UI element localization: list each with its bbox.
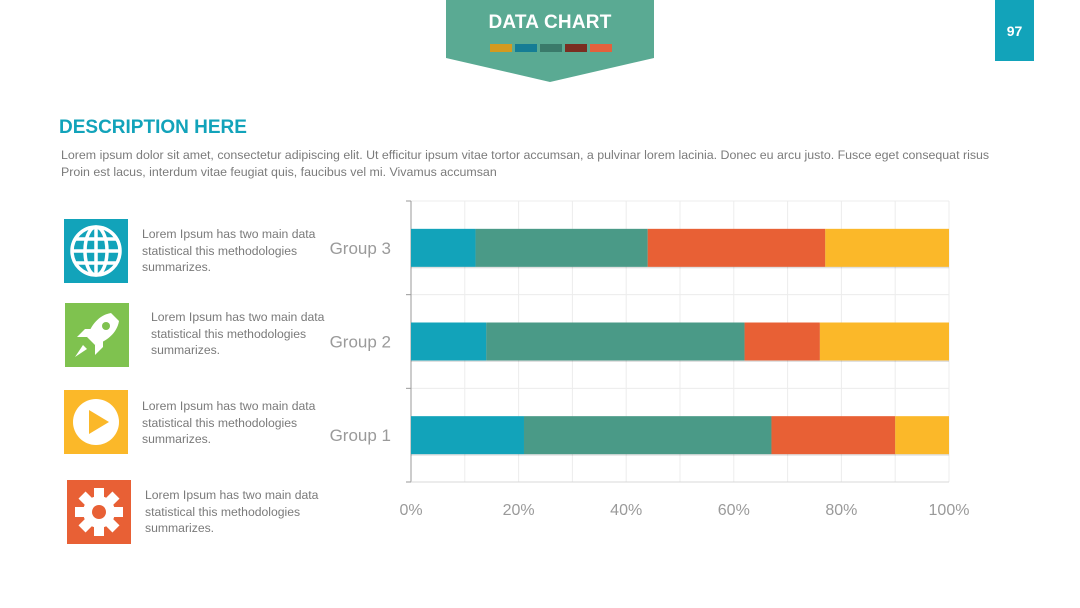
x-tick-label: 0% — [399, 502, 422, 519]
swatch-1 — [490, 44, 512, 52]
color-swatches — [490, 44, 612, 52]
bar-segment-1 — [411, 416, 524, 455]
play-icon — [73, 399, 119, 445]
page-title: DATA CHART — [488, 12, 612, 33]
feature-text-3: Lorem Ipsum has two main data statistica… — [142, 399, 316, 446]
swatch-3 — [540, 44, 562, 52]
bar-segment-1 — [411, 228, 476, 267]
category-label: Group 2 — [330, 333, 391, 352]
banner-shape — [446, 0, 654, 82]
feature-text-1: Lorem Ipsum has two main data statistica… — [142, 227, 316, 274]
swatch-4 — [565, 44, 587, 52]
feature-text-4: Lorem Ipsum has two main data statistica… — [145, 488, 319, 535]
category-label: Group 3 — [330, 239, 391, 258]
swatch-5 — [590, 44, 612, 52]
swatch-2 — [515, 44, 537, 52]
description-title: DESCRIPTION HERE — [59, 117, 247, 138]
bar-segment-3 — [744, 322, 820, 361]
feature-play — [64, 390, 128, 454]
x-tick-label: 80% — [825, 502, 857, 519]
feature-gear — [67, 480, 131, 544]
bar-segment-3 — [771, 416, 896, 455]
x-tick-label: 100% — [929, 502, 970, 519]
x-tick-label: 40% — [610, 502, 642, 519]
feature-text-2: Lorem Ipsum has two main data statistica… — [151, 310, 325, 357]
bar-segment-2 — [486, 322, 745, 361]
x-tick-label: 20% — [503, 502, 535, 519]
stacked-bar-chart: Group 3 Group 2 Group 1 0% 20% 40% 60% 80% 100% — [330, 200, 970, 519]
bar-segment-4 — [825, 228, 949, 267]
bar-segment-2 — [475, 228, 648, 267]
description-body: Lorem ipsum dolor sit amet, consectetur … — [61, 148, 990, 179]
bar-segment-3 — [647, 228, 826, 267]
feature-globe — [64, 219, 128, 283]
bar-segment-1 — [411, 322, 487, 361]
gear-icon — [75, 488, 123, 536]
bar-segment-4 — [819, 322, 949, 361]
rocket-icon — [75, 313, 119, 357]
x-tick-label: 60% — [718, 502, 750, 519]
bar-segment-2 — [523, 416, 772, 455]
feature-rocket — [65, 303, 129, 367]
category-label: Group 1 — [330, 426, 391, 445]
bar-segment-4 — [895, 416, 949, 455]
title-banner: DATA CHART — [446, 0, 654, 82]
page-number: 97 — [995, 0, 1034, 61]
globe-icon — [70, 225, 122, 277]
